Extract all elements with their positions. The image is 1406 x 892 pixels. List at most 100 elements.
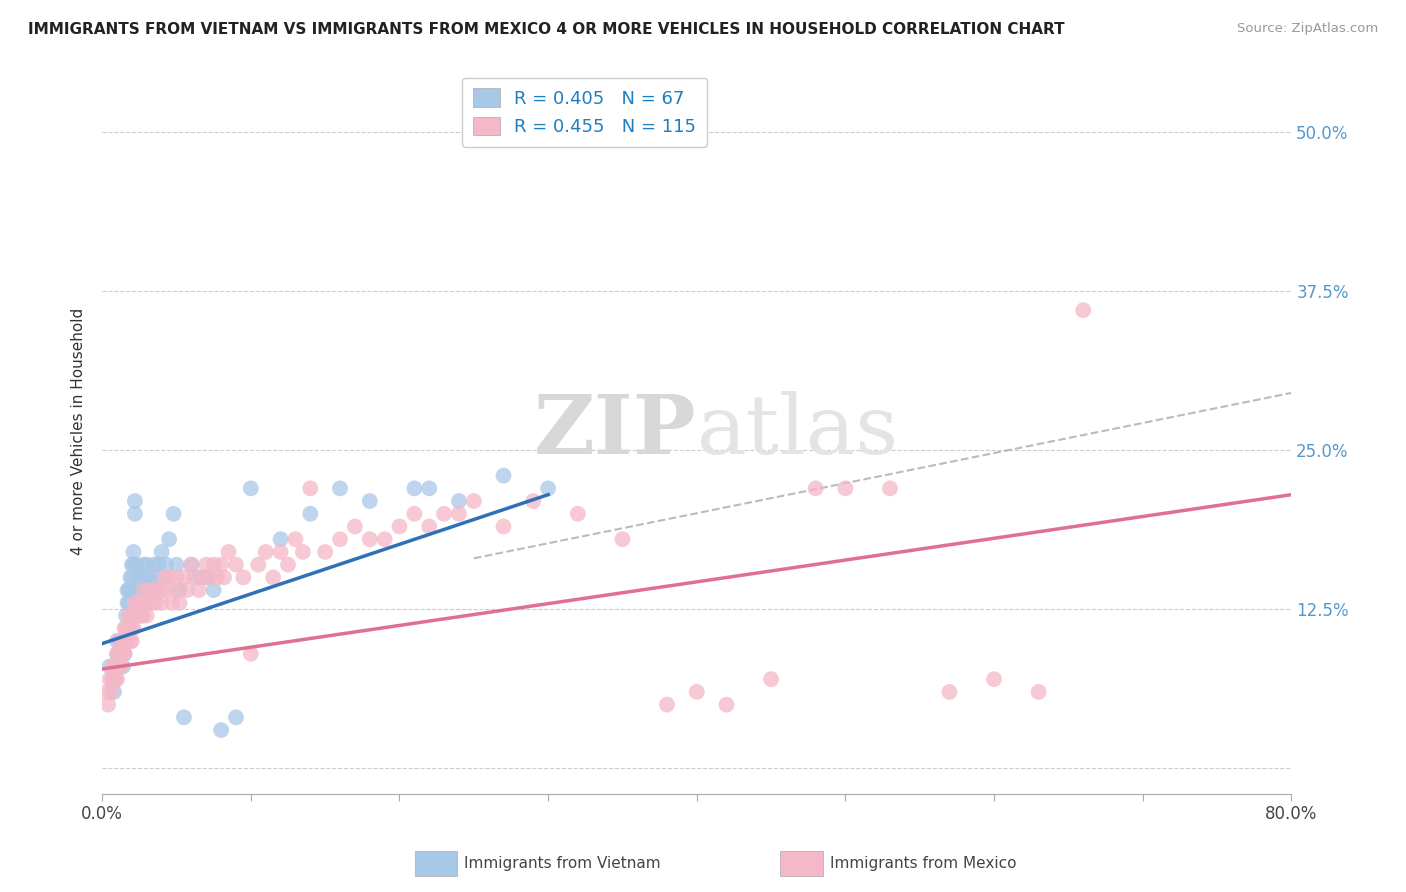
Text: Immigrants from Vietnam: Immigrants from Vietnam <box>464 856 661 871</box>
Point <box>105 647 128 661</box>
Point <box>329 533 352 547</box>
Text: IMMIGRANTS FROM VIETNAM VS IMMIGRANTS FROM MEXICO 4 OR MORE VEHICLES IN HOUSEHOL: IMMIGRANTS FROM VIETNAM VS IMMIGRANTS FR… <box>28 22 1064 37</box>
Point <box>314 545 336 559</box>
Point <box>143 583 166 598</box>
Point <box>117 596 139 610</box>
Point <box>135 558 157 572</box>
Point <box>198 570 221 584</box>
Point <box>114 634 136 648</box>
Point <box>374 533 396 547</box>
Point <box>1028 685 1050 699</box>
Point <box>122 608 145 623</box>
Point <box>115 608 138 623</box>
Point <box>129 596 152 610</box>
Point <box>124 596 146 610</box>
Point <box>97 698 120 712</box>
Point <box>205 570 228 584</box>
Point <box>110 647 132 661</box>
Point <box>155 558 177 572</box>
Point <box>108 659 131 673</box>
Point <box>492 519 515 533</box>
Text: Immigrants from Mexico: Immigrants from Mexico <box>830 856 1017 871</box>
Point <box>143 558 166 572</box>
Point <box>96 685 118 699</box>
Point <box>157 570 180 584</box>
Point <box>492 468 515 483</box>
Point <box>110 634 132 648</box>
Point <box>120 608 142 623</box>
Point <box>120 634 142 648</box>
Point <box>132 558 155 572</box>
Point <box>110 647 132 661</box>
Point <box>117 634 139 648</box>
Point <box>115 621 138 635</box>
Point <box>270 545 292 559</box>
Point <box>103 685 125 699</box>
Point <box>150 570 173 584</box>
Point <box>111 634 134 648</box>
Point <box>169 596 191 610</box>
Point <box>101 672 124 686</box>
Point <box>118 608 141 623</box>
Point <box>108 647 131 661</box>
Point <box>176 583 198 598</box>
Point <box>537 481 560 495</box>
Point <box>135 570 157 584</box>
Point <box>114 621 136 635</box>
Point <box>447 494 470 508</box>
Point <box>107 659 129 673</box>
Point <box>110 634 132 648</box>
Point <box>160 596 183 610</box>
Point <box>114 634 136 648</box>
Point <box>124 494 146 508</box>
Point <box>299 481 322 495</box>
Y-axis label: 4 or more Vehicles in Household: 4 or more Vehicles in Household <box>72 308 86 555</box>
Point <box>121 634 143 648</box>
Point <box>195 558 218 572</box>
Point <box>655 698 678 712</box>
Point <box>291 545 314 559</box>
Point <box>759 672 782 686</box>
Point <box>101 659 124 673</box>
Point <box>209 723 232 737</box>
Point <box>150 545 173 559</box>
Point <box>418 481 440 495</box>
Point <box>115 634 138 648</box>
Point <box>299 507 322 521</box>
Point <box>104 659 127 673</box>
Point <box>329 481 352 495</box>
Legend: R = 0.405   N = 67, R = 0.455   N = 115: R = 0.405 N = 67, R = 0.455 N = 115 <box>463 78 707 147</box>
Point <box>121 558 143 572</box>
Point <box>447 507 470 521</box>
Point <box>195 570 218 584</box>
Point <box>121 570 143 584</box>
Point <box>162 507 184 521</box>
Point <box>157 533 180 547</box>
Point <box>141 596 163 610</box>
Point <box>522 494 544 508</box>
Point <box>108 634 131 648</box>
Point <box>132 583 155 598</box>
Point <box>148 583 170 598</box>
Point <box>120 570 142 584</box>
Point <box>418 519 440 533</box>
Point <box>108 634 131 648</box>
Point <box>117 621 139 635</box>
Point <box>105 659 128 673</box>
Point <box>118 621 141 635</box>
Point <box>169 583 191 598</box>
Text: atlas: atlas <box>697 391 898 471</box>
Point <box>284 533 307 547</box>
Point <box>118 583 141 598</box>
Point <box>131 583 153 598</box>
Point <box>247 558 270 572</box>
Point <box>139 583 162 598</box>
Point <box>145 596 167 610</box>
Point <box>135 596 157 610</box>
Point <box>153 570 176 584</box>
Point <box>834 481 856 495</box>
Point <box>114 647 136 661</box>
Point <box>254 545 277 559</box>
Point <box>105 647 128 661</box>
Point <box>388 519 411 533</box>
